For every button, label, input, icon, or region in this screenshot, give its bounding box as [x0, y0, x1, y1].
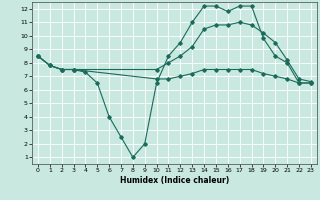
X-axis label: Humidex (Indice chaleur): Humidex (Indice chaleur)	[120, 176, 229, 185]
